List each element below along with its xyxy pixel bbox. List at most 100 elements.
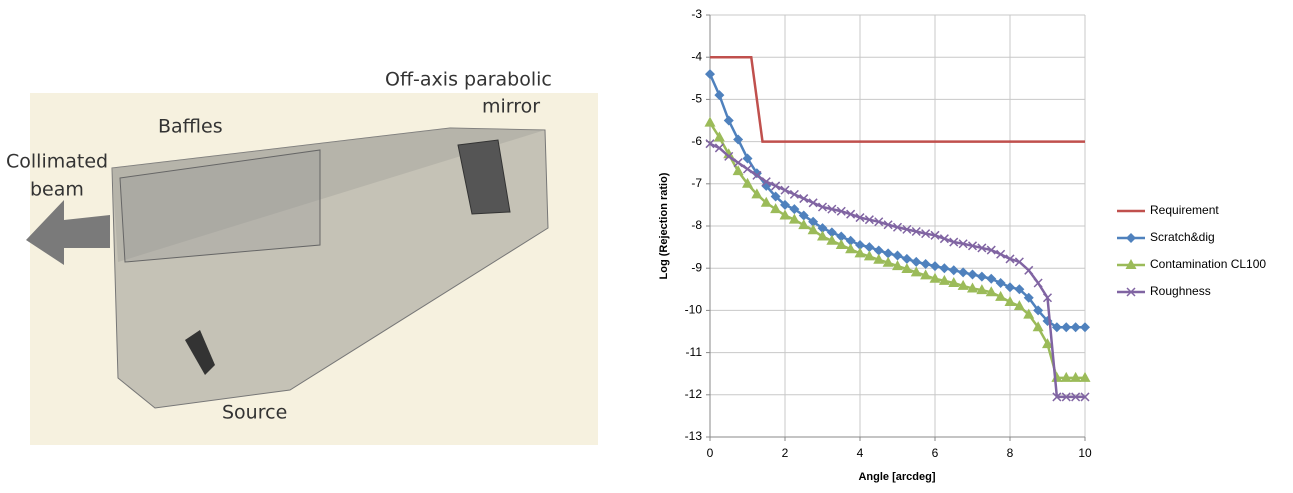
beam-arrow bbox=[26, 200, 110, 265]
marker bbox=[714, 143, 724, 153]
marker bbox=[779, 209, 791, 220]
marker bbox=[742, 177, 753, 188]
marker bbox=[846, 209, 856, 219]
marker bbox=[1060, 371, 1072, 382]
marker bbox=[770, 203, 782, 214]
label: Collimated bbox=[6, 151, 108, 173]
marker bbox=[1005, 254, 1015, 264]
marker bbox=[705, 69, 715, 80]
marker bbox=[836, 206, 846, 216]
marker bbox=[864, 215, 874, 225]
marker bbox=[967, 241, 978, 251]
x-axis-title: Angle [arcdeg] bbox=[858, 471, 935, 483]
marker bbox=[826, 234, 838, 245]
marker bbox=[1042, 293, 1053, 303]
marker bbox=[854, 247, 866, 258]
marker bbox=[1032, 321, 1044, 332]
marker bbox=[808, 216, 819, 227]
marker bbox=[882, 256, 894, 267]
marker bbox=[1024, 265, 1034, 275]
marker bbox=[1125, 259, 1137, 269]
marker bbox=[958, 239, 968, 249]
marker bbox=[985, 286, 997, 297]
box-top bbox=[112, 128, 545, 262]
x-tick-label: 2 bbox=[782, 446, 789, 460]
label: Baffles bbox=[158, 116, 223, 138]
marker bbox=[1061, 392, 1071, 402]
marker bbox=[780, 199, 790, 210]
x-tick-label: 6 bbox=[932, 446, 939, 460]
marker bbox=[780, 185, 790, 195]
marker bbox=[855, 213, 865, 223]
marker bbox=[883, 220, 893, 230]
marker bbox=[789, 204, 800, 215]
marker bbox=[1070, 322, 1081, 333]
marker bbox=[902, 224, 912, 234]
marker bbox=[733, 158, 743, 168]
baffles bbox=[119, 149, 321, 263]
marker bbox=[967, 282, 978, 293]
y-tick-label: -11 bbox=[686, 345, 703, 359]
series-line bbox=[710, 55, 1085, 143]
marker bbox=[845, 243, 857, 254]
marker bbox=[732, 165, 744, 176]
x-tick-label: 10 bbox=[1078, 446, 1092, 460]
y-tick-label: -3 bbox=[691, 7, 702, 21]
marker bbox=[826, 227, 837, 238]
marker bbox=[836, 231, 847, 242]
marker bbox=[929, 272, 941, 283]
marker bbox=[1004, 295, 1016, 306]
marker bbox=[892, 250, 903, 261]
marker bbox=[713, 131, 725, 142]
marker bbox=[1023, 292, 1034, 303]
marker bbox=[995, 277, 1006, 288]
marker bbox=[883, 248, 894, 259]
marker bbox=[1080, 322, 1090, 333]
marker bbox=[807, 224, 819, 235]
marker bbox=[855, 239, 865, 250]
marker bbox=[1005, 282, 1015, 293]
marker bbox=[939, 234, 949, 244]
marker bbox=[724, 151, 734, 161]
marker bbox=[892, 222, 903, 232]
marker bbox=[733, 134, 744, 145]
marker bbox=[976, 284, 988, 295]
marker bbox=[977, 243, 987, 253]
marker bbox=[1013, 300, 1025, 311]
y-axis-title: Log (Rejection ratio) bbox=[658, 172, 670, 279]
marker bbox=[986, 245, 996, 255]
marker bbox=[760, 196, 772, 207]
marker bbox=[948, 265, 959, 276]
marker bbox=[1014, 284, 1025, 295]
marker bbox=[798, 219, 810, 230]
marker bbox=[742, 164, 753, 174]
marker bbox=[863, 250, 875, 261]
marker bbox=[771, 181, 781, 191]
marker bbox=[751, 188, 763, 199]
marker bbox=[873, 253, 885, 264]
legend-label: Scratch&dig bbox=[1150, 230, 1215, 244]
y-tick-label: -12 bbox=[685, 387, 703, 401]
marker bbox=[1042, 338, 1053, 349]
marker bbox=[1071, 392, 1081, 402]
marker bbox=[1051, 322, 1062, 333]
marker bbox=[788, 213, 800, 224]
marker bbox=[817, 230, 828, 241]
marker bbox=[1126, 233, 1136, 243]
y-tick-label: -10 bbox=[685, 303, 703, 317]
marker bbox=[901, 253, 912, 264]
label: Off-axis parabolic bbox=[385, 69, 552, 91]
marker bbox=[930, 230, 940, 240]
marker bbox=[1014, 257, 1024, 267]
y-tick-label: -9 bbox=[691, 260, 702, 274]
marker bbox=[835, 238, 847, 249]
marker bbox=[920, 258, 931, 269]
marker bbox=[949, 237, 959, 247]
marker bbox=[752, 170, 762, 180]
marker bbox=[996, 249, 1006, 259]
marker bbox=[1033, 305, 1044, 316]
label: Source bbox=[222, 402, 287, 424]
marker bbox=[967, 269, 978, 280]
marker bbox=[827, 204, 837, 214]
